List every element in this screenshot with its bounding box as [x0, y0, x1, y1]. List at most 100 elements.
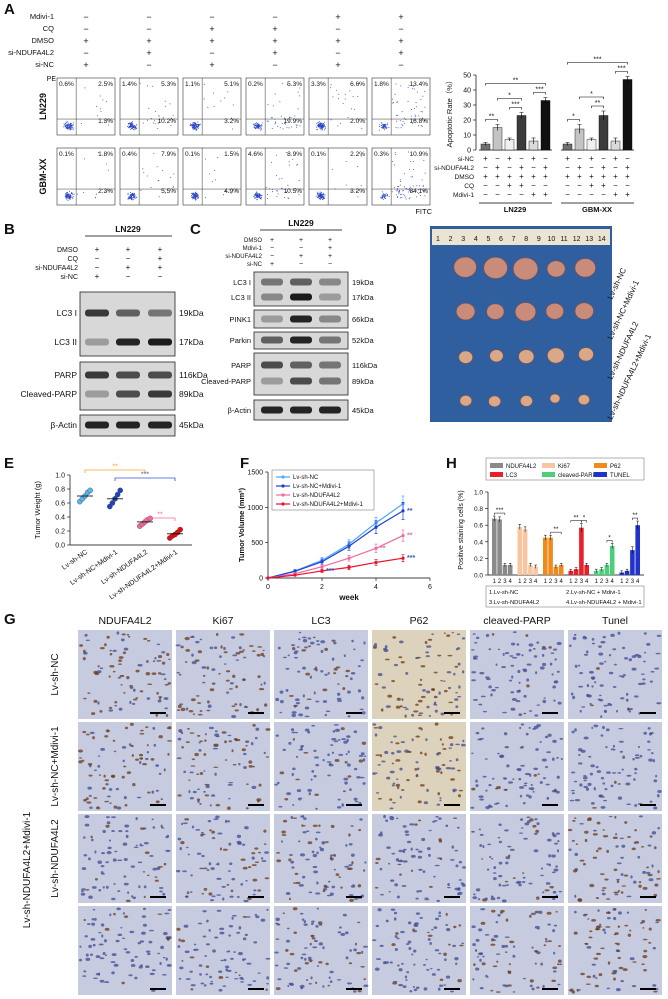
nucleus [610, 634, 615, 637]
nucleus [618, 925, 621, 927]
nucleus [602, 928, 605, 931]
nucleus [593, 857, 597, 859]
nucleus [421, 665, 426, 667]
nucleus [526, 817, 530, 819]
nucleus [276, 924, 280, 925]
nucleus [232, 705, 236, 707]
nucleus [143, 638, 147, 640]
y-tick-label: 40 [463, 88, 471, 95]
nucleus [321, 841, 325, 844]
nucleus [574, 728, 577, 731]
treatment-sign: − [209, 48, 214, 58]
nucleus [114, 751, 117, 752]
nucleus [186, 741, 190, 743]
nucleus [652, 984, 656, 987]
treatment-sign: + [543, 163, 548, 172]
nucleus [587, 684, 589, 687]
nucleus [211, 794, 215, 797]
flow-event [153, 123, 154, 124]
nucleus [117, 806, 122, 809]
nucleus [329, 764, 334, 767]
nucleus [518, 682, 520, 684]
cell-line-label: GBM-XX [38, 159, 48, 195]
nucleus [237, 896, 240, 898]
flow-event [267, 120, 268, 121]
flow-event [323, 197, 324, 198]
nucleus [257, 972, 260, 973]
nucleus [392, 784, 395, 786]
nucleus [258, 852, 261, 854]
y-tick-label: 30 [463, 103, 471, 110]
nucleus [592, 807, 597, 809]
nucleus [222, 898, 224, 901]
flow-event [131, 194, 132, 195]
nucleus [614, 664, 617, 666]
nucleus [312, 937, 316, 939]
nucleus [629, 658, 632, 661]
flow-event [260, 125, 261, 126]
nucleus [245, 880, 247, 882]
flow-event [192, 198, 193, 199]
flow-event [134, 193, 135, 194]
flow-event [338, 94, 339, 95]
nucleus [604, 878, 608, 880]
flow-event [77, 194, 78, 195]
nucleus [391, 680, 395, 682]
flow-event [66, 128, 67, 129]
nucleus [283, 820, 287, 823]
nucleus [418, 800, 422, 803]
nucleus [189, 771, 193, 773]
nucleus [307, 789, 312, 792]
treatment-sign: + [531, 172, 536, 181]
nucleus [551, 653, 555, 654]
flow-event [67, 125, 68, 126]
nucleus [546, 784, 550, 786]
flow-event [379, 130, 380, 131]
quadrant-percent: 2.0% [350, 118, 365, 125]
nucleus [197, 788, 200, 790]
nucleus [152, 727, 155, 730]
nucleus [252, 650, 256, 652]
nucleus [510, 849, 515, 851]
bar [599, 116, 608, 151]
ihc-image [176, 630, 270, 719]
nucleus [521, 724, 525, 726]
nucleus [242, 959, 244, 961]
quadrant-percent: 10.9% [410, 151, 429, 158]
nucleus [395, 759, 400, 762]
nucleus [302, 667, 306, 670]
nucleus [380, 831, 382, 834]
nucleus [401, 698, 403, 701]
nucleus [523, 978, 526, 979]
nucleus [319, 942, 323, 945]
nucleus [547, 912, 552, 915]
nucleus [533, 768, 538, 770]
nucleus [454, 957, 458, 960]
nucleus [259, 688, 264, 690]
nucleus [598, 645, 602, 647]
nucleus [168, 682, 172, 684]
nucleus [513, 991, 515, 993]
nucleus [107, 795, 111, 797]
nucleus [518, 778, 521, 781]
nucleus [520, 765, 525, 767]
nucleus [338, 799, 341, 801]
blot-band [116, 310, 140, 317]
nucleus [572, 696, 575, 699]
nucleus [390, 771, 395, 774]
nucleus [276, 987, 281, 990]
nucleus [140, 964, 143, 966]
flow-event [423, 160, 424, 161]
nucleus [416, 987, 419, 990]
treatment-sign: − [328, 261, 332, 268]
nucleus [157, 644, 161, 645]
nucleus [226, 691, 229, 693]
band-size: 89kDa [179, 389, 204, 399]
nucleus [481, 696, 486, 698]
flow-event [193, 198, 194, 199]
nucleus [151, 758, 155, 761]
nucleus [632, 985, 637, 987]
flow-event [151, 187, 152, 188]
flow-event [192, 193, 193, 194]
blot-band [261, 337, 283, 344]
